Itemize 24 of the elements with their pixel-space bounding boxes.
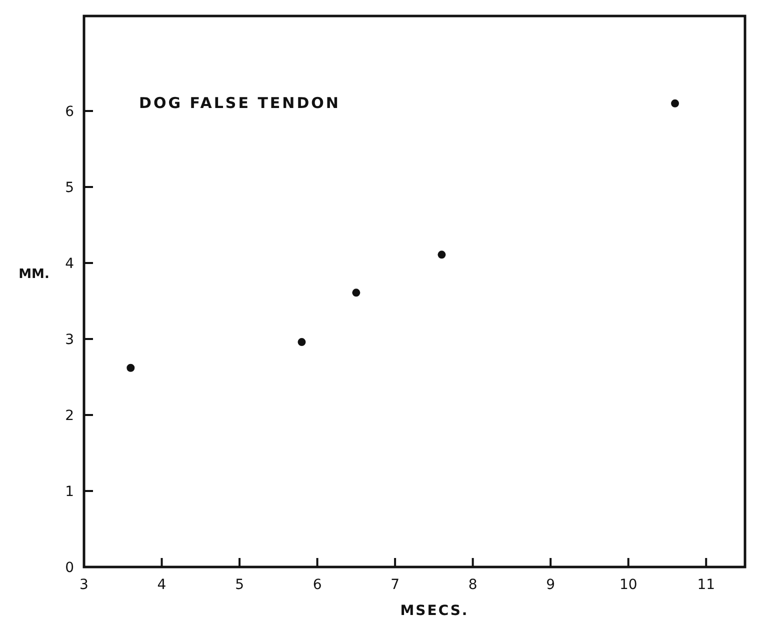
point <box>298 338 306 346</box>
y-tick-label: 1 <box>65 484 74 500</box>
y-tick-label: 4 <box>65 256 74 272</box>
x-tick-label: 8 <box>468 577 478 593</box>
point <box>126 364 135 372</box>
y-tick-label: 2 <box>65 408 74 424</box>
annotation: DOG FALSE TENDON <box>139 94 340 112</box>
x-tick-label: 3 <box>80 577 88 593</box>
point <box>438 250 446 259</box>
x-tick-label: 4 <box>157 577 166 593</box>
y-tick-label: 5 <box>65 180 74 196</box>
point <box>352 288 360 297</box>
x-axis-title: MSECS. <box>400 603 469 619</box>
x-tick-label: 9 <box>546 577 556 593</box>
x-tick-label: 6 <box>312 577 322 593</box>
x-tick-label: 10 <box>619 577 638 593</box>
y-tick-label: 0 <box>65 560 74 576</box>
y-tick-label: 6 <box>65 104 74 120</box>
x-tick-label: 5 <box>235 577 244 593</box>
point <box>671 99 679 108</box>
x-tick-label: 7 <box>390 577 400 593</box>
y-tick-label: 3 <box>65 332 74 348</box>
x-tick-label: 11 <box>697 577 716 593</box>
y-axis-title: MM. <box>18 267 50 282</box>
